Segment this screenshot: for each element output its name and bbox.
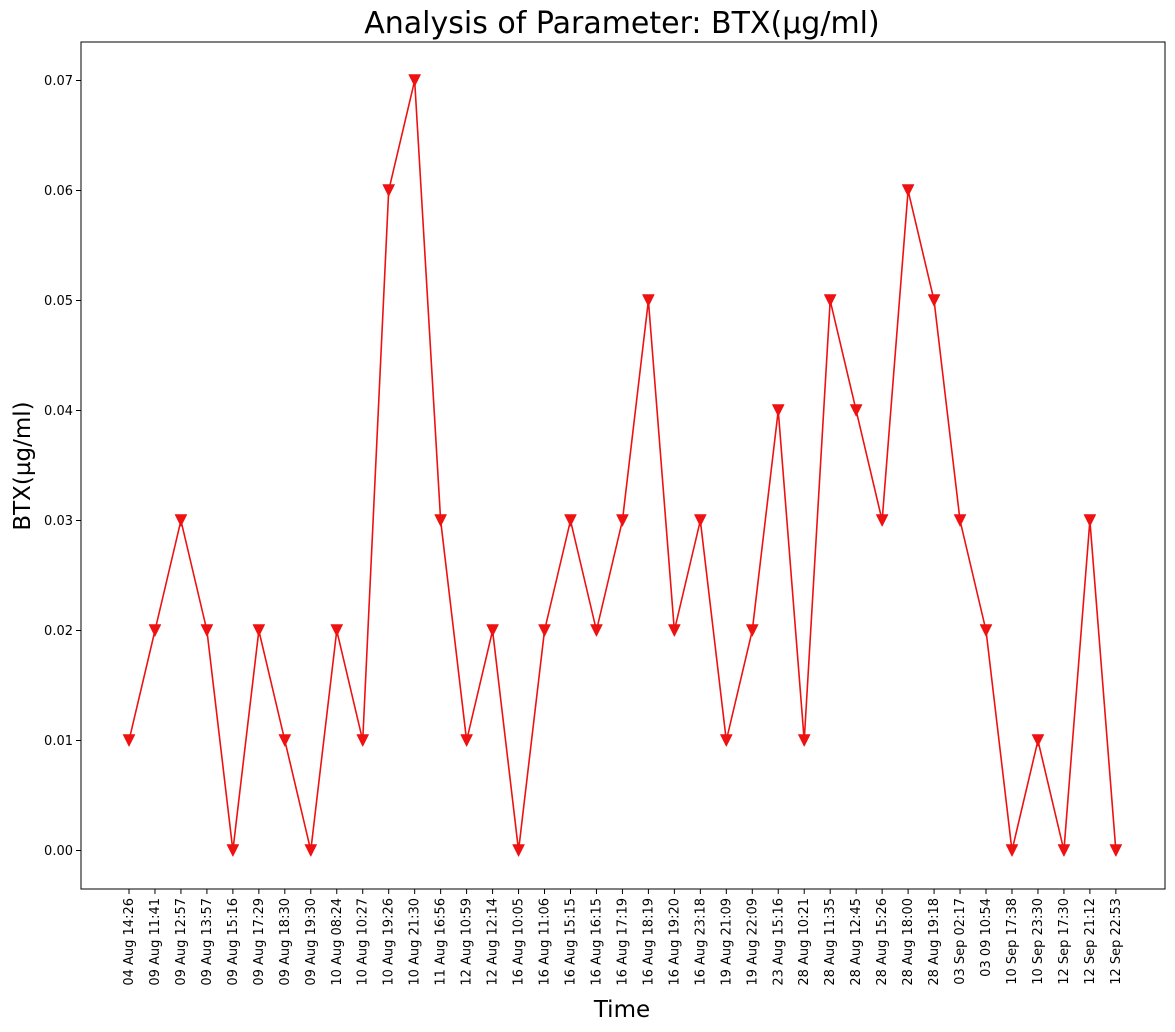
y-axis: 0.00 0.01 0.02 0.03 0.04 0.05 0.06 0.07: [44, 74, 81, 859]
x-tick-label: 10 Aug 19:26: [382, 898, 397, 986]
x-tick-label: 28 Aug 18:00: [901, 898, 916, 986]
data-point: [797, 734, 811, 748]
x-tick-label: 28 Aug 19:18: [927, 898, 942, 986]
data-point: [667, 624, 681, 638]
x-tick-label: 09 Aug 18:30: [278, 898, 293, 986]
data-point: [512, 844, 525, 858]
x-tick-label: 12 Sep 22:53: [1109, 898, 1124, 985]
x-tick-label: 19 Aug 22:09: [745, 898, 760, 986]
y-tick-label: 0.03: [44, 514, 73, 529]
x-tick-label: 04 Aug 14:26: [122, 898, 137, 986]
x-tick-label: 12 Aug 12:14: [486, 898, 501, 986]
data-point: [1109, 844, 1123, 858]
x-tick-label: 12 Sep 17:30: [1057, 898, 1072, 985]
data-point: [356, 734, 370, 748]
series-markers: [122, 74, 1123, 858]
x-tick-label: 10 Aug 21:30: [408, 898, 423, 986]
x-axis: 04 Aug 14:26 09 Aug 11:41 09 Aug 12:57 09 A…: [122, 889, 1124, 986]
x-tick-label: 12 Aug 10:59: [460, 898, 475, 986]
x-tick-label: 10 Sep 17:38: [1005, 898, 1020, 985]
x-tick-label: 09 Aug 17:29: [252, 898, 267, 986]
x-axis-label: Time: [593, 997, 650, 1023]
x-tick-label: 28 Aug 15:26: [875, 898, 890, 986]
data-point: [901, 184, 915, 198]
data-point: [538, 624, 551, 638]
y-tick-label: 0.05: [44, 294, 73, 309]
data-point: [693, 514, 707, 528]
x-tick-label: 28 Aug 10:21: [797, 898, 812, 986]
y-tick-label: 0.04: [44, 404, 73, 419]
data-point: [771, 404, 785, 418]
plot-area: [80, 41, 1166, 890]
data-point: [252, 624, 266, 638]
data-point: [460, 734, 474, 748]
x-tick-label: 09 Aug 12:57: [174, 898, 189, 986]
data-point: [1083, 514, 1097, 528]
data-point: [616, 514, 629, 528]
data-point: [382, 184, 396, 198]
x-tick-label: 03 09 10:54: [979, 898, 994, 977]
data-point: [719, 734, 733, 748]
series-line: [128, 79, 1117, 852]
data-point: [148, 624, 162, 638]
x-tick-label: 12 Sep 21:12: [1083, 898, 1098, 985]
data-point: [875, 514, 889, 528]
x-tick-label: 10 Aug 10:27: [356, 898, 371, 986]
x-tick-label: 09 Aug 11:41: [148, 898, 163, 986]
data-point: [590, 624, 603, 638]
data-point: [174, 514, 188, 528]
x-tick-label: 10 Sep 23:30: [1031, 898, 1046, 985]
x-tick-label: 11 Aug 16:56: [434, 898, 449, 986]
x-tick-label: 28 Aug 11:35: [823, 898, 838, 986]
x-tick-label: 10 Aug 08:24: [330, 898, 345, 986]
x-tick-label: 09 Aug 19:30: [304, 898, 319, 986]
data-point: [434, 514, 448, 528]
data-point: [122, 734, 136, 748]
data-point: [745, 624, 759, 638]
data-point: [408, 74, 422, 88]
x-tick-label: 16 Aug 10:05: [512, 898, 527, 986]
y-tick-label: 0.06: [44, 184, 73, 199]
data-point: [226, 844, 240, 858]
data-point: [486, 624, 499, 638]
x-tick-label: 09 Aug 13:57: [200, 898, 215, 986]
data-point: [927, 294, 941, 308]
y-axis-label: BTX(µg/ml): [10, 401, 36, 530]
data-point: [953, 514, 967, 528]
chart-title: Analysis of Parameter: BTX(µg/ml): [364, 6, 879, 41]
x-tick-label: 19 Aug 21:09: [719, 898, 734, 986]
data-point: [1057, 844, 1071, 858]
x-tick-label: 16 Aug 19:20: [667, 898, 682, 986]
y-tick-label: 0.02: [44, 624, 73, 639]
x-tick-label: 16 Aug 17:19: [615, 898, 630, 986]
x-tick-label: 23 Aug 15:16: [771, 898, 786, 986]
x-tick-label: 16 Aug 15:15: [563, 898, 578, 986]
data-point: [823, 294, 837, 308]
data-point: [641, 294, 655, 308]
data-point: [304, 844, 318, 858]
x-tick-label: 16 Aug 18:19: [641, 898, 656, 986]
x-tick-label: 16 Aug 23:18: [693, 898, 708, 986]
x-tick-label: 03 Sep 02:17: [953, 898, 968, 985]
x-tick-label: 16 Aug 11:06: [538, 898, 553, 986]
data-point: [200, 624, 214, 638]
x-tick-label: 09 Aug 15:16: [226, 898, 241, 986]
data-point: [1005, 844, 1019, 858]
x-tick-label: 16 Aug 16:15: [589, 898, 604, 986]
series-btx: [128, 79, 1117, 852]
plot-frame: [80, 41, 1166, 890]
data-point: [330, 624, 344, 638]
data-point: [564, 514, 577, 528]
x-tick-label: 28 Aug 12:45: [849, 898, 864, 986]
data-point: [1031, 734, 1045, 748]
data-point: [849, 404, 863, 418]
y-tick-label: 0.01: [44, 734, 73, 749]
data-point: [278, 734, 292, 748]
y-tick-label: 0.00: [44, 844, 73, 859]
data-point: [979, 624, 993, 638]
y-tick-label: 0.07: [44, 74, 73, 89]
